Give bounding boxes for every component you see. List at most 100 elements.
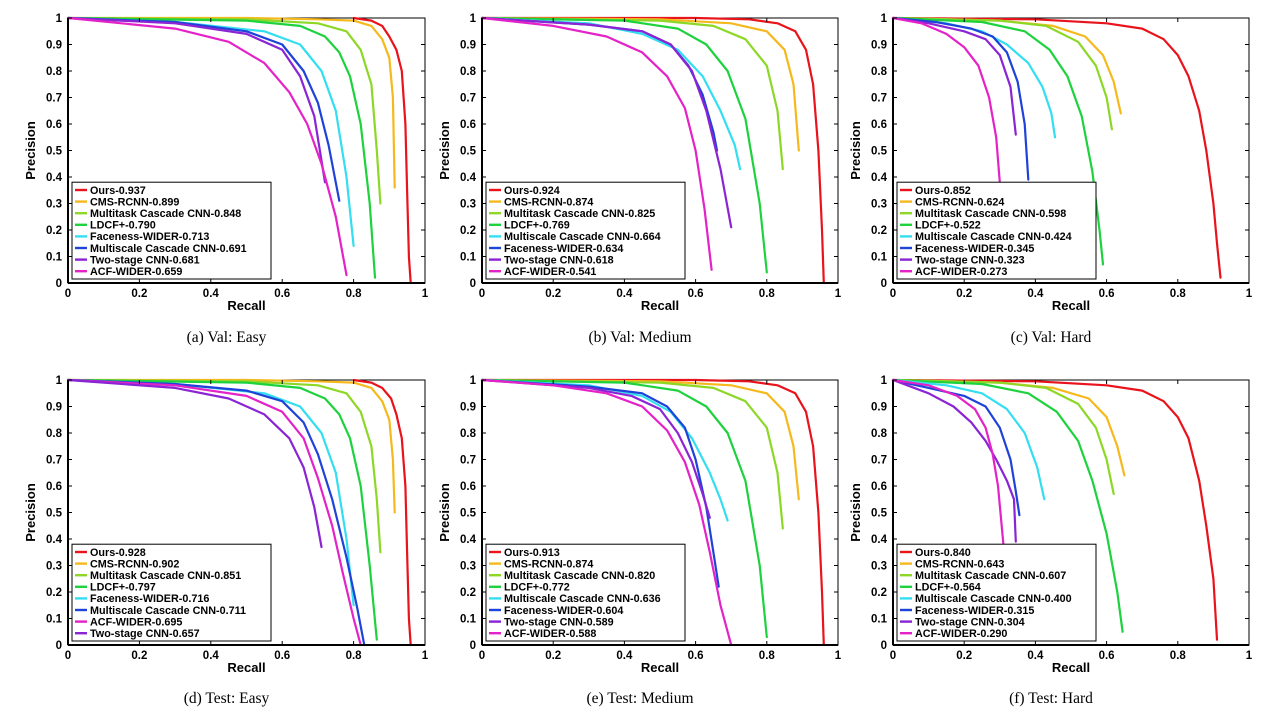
y-tick-label: 0.9 [460,402,476,414]
y-tick-label: 0.7 [871,455,887,467]
series-line-multitask-cascade-cnn [891,378,1115,496]
y-tick-label: 0.2 [46,587,62,599]
legend-entry: Multitask Cascade CNN-0.851 [90,570,241,582]
y-tick-label: 0.6 [46,481,62,493]
x-tick-label: 0.6 [688,650,704,662]
series-line-multiscale-cascade-cnn [891,378,1021,517]
legend-entry: Multitask Cascade CNN-0.598 [915,208,1066,220]
x-axis-title: Recall [227,660,265,675]
x-tick-label: 0.4 [616,288,633,300]
y-tick-label: 1 [470,13,477,25]
legend-entry: Faceness-WIDER-0.716 [90,593,209,605]
series-line-multiscale-cascade-cnn [891,16,1030,181]
x-tick-label: 0.8 [346,650,363,662]
x-axis-title: Recall [227,298,265,313]
x-tick-label: 1 [835,650,842,662]
legend-entry: LDCF+-0.769 [504,220,570,232]
panel-caption: (c) Val: Hard [1011,329,1092,346]
x-tick-label: 1 [422,288,429,300]
legend-entry: Faceness-WIDER-0.713 [90,231,209,243]
legend-entry: Ours-0.937 [90,185,146,197]
x-tick-label: 0.8 [759,650,776,662]
series-line-multiscale-cascade-cnn [66,16,341,202]
series-line-ldcf- [891,378,1124,633]
x-axis-title: Recall [641,298,679,313]
y-tick-label: 0.3 [46,199,62,211]
y-tick-label: 0.6 [871,119,887,131]
legend-entry: Two-stage CNN-0.589 [504,616,614,628]
y-tick-label: 0.9 [871,40,887,52]
legend-entry: Faceness-WIDER-0.634 [504,243,623,255]
y-tick-label: 1 [470,375,477,387]
x-tick-label: 1 [422,650,429,662]
x-tick-label: 0 [479,650,485,662]
x-tick-label: 0.8 [346,288,363,300]
y-tick-label: 1 [56,13,63,25]
series-line-cms-rcnn [480,378,800,501]
x-tick-label: 0.4 [1027,288,1044,300]
legend-entry: CMS-RCNN-0.899 [90,196,179,208]
series-line-multitask-cascade-cnn [891,16,1113,131]
y-tick-label: 0.3 [460,199,476,211]
legend-entry: CMS-RCNN-0.643 [915,558,1004,570]
legend-entry: Ours-0.924 [504,185,560,197]
legend-entry: LDCF+-0.797 [90,582,156,594]
y-tick-label: 0.8 [871,66,888,78]
y-tick-label: 0.7 [871,93,887,105]
x-tick-label: 0.8 [1170,650,1187,662]
y-tick-label: 0.8 [46,66,63,78]
legend-entry: CMS-RCNN-0.902 [90,558,179,570]
series-line-ours [891,378,1219,641]
y-tick-label: 0.4 [871,534,888,546]
x-tick-label: 0.8 [1170,288,1187,300]
y-axis-title: Precision [848,121,863,180]
legend-entry: LDCF+-0.522 [915,220,981,232]
series-line-ldcf- [480,378,768,639]
legend-entry: Multitask Cascade CNN-0.820 [504,570,655,582]
x-tick-label: 1 [1246,288,1253,300]
x-tick-label: 1 [835,288,842,300]
y-tick-label: 0.1 [871,252,888,264]
y-tick-label: 0.2 [460,587,476,599]
y-tick-label: 0.2 [871,225,887,237]
legend-box [485,543,686,642]
legend-entry: ACF-WIDER-0.290 [915,628,1007,640]
y-axis-title: Precision [437,483,452,542]
series-line-two-stage-cnn [480,16,733,229]
y-tick-label: 0.4 [460,534,477,546]
x-tick-label: 0.6 [688,288,704,300]
legend-entry: Faceness-WIDER-0.315 [915,605,1034,617]
y-tick-label: 0.7 [460,455,476,467]
y-tick-label: 0.4 [460,172,477,184]
series-line-acf-wider [66,16,348,277]
legend-box [71,181,272,280]
x-tick-label: 0.4 [203,650,220,662]
y-tick-label: 0 [470,640,476,652]
panel-caption: (b) Val: Medium [588,329,691,346]
legend-entry: Ours-0.928 [90,547,146,559]
x-tick-label: 0 [890,650,896,662]
legend-entry: Ours-0.852 [915,185,971,197]
y-tick-label: 0.8 [46,428,63,440]
series-line-ours [352,16,412,285]
legend-entry: Multiscale Cascade CNN-0.664 [504,231,661,243]
x-axis-title: Recall [641,660,679,675]
y-tick-label: 0.8 [460,428,477,440]
series-line-two-stage-cnn [891,378,1017,543]
x-tick-label: 0 [65,288,71,300]
legend-entry: Two-stage CNN-0.323 [915,254,1025,266]
y-tick-label: 0.8 [871,428,888,440]
y-tick-label: 0.3 [46,561,62,573]
legend-entry: Multitask Cascade CNN-0.848 [90,208,241,220]
legend-entry: Multiscale Cascade CNN-0.636 [504,593,661,605]
series-line-multitask-cascade-cnn [480,378,784,530]
series-line-multiscale-cascade-cnn [66,378,366,647]
y-tick-label: 0.1 [460,252,477,264]
legend-entry: Faceness-WIDER-0.604 [504,605,623,617]
x-tick-label: 0.2 [545,650,561,662]
y-tick-label: 0.1 [871,614,888,626]
legend-entry: ACF-WIDER-0.541 [504,266,596,278]
series-line-multitask-cascade-cnn [480,16,784,171]
x-tick-label: 0 [890,288,896,300]
